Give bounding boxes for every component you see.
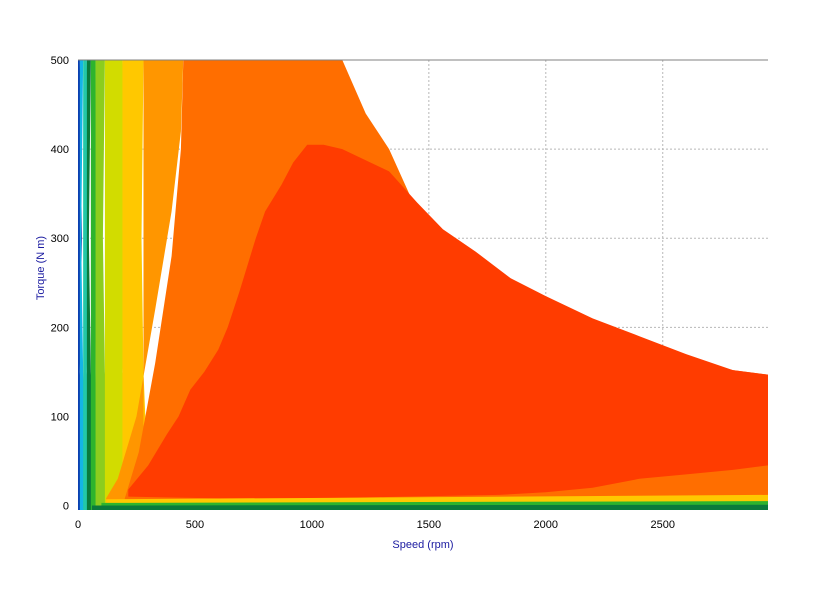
x-tick-label: 2000 (534, 519, 558, 531)
contour-band-bottom-3 (92, 504, 768, 510)
y-tick-label: 200 (51, 322, 69, 334)
contour-fills (78, 60, 768, 510)
contour-band-low-speed (90, 60, 106, 510)
y-tick-label: 0 (63, 501, 69, 513)
x-tick-label: 0 (75, 519, 81, 531)
contour-band-low-speed (104, 60, 133, 510)
y-tick-label: 500 (51, 55, 69, 67)
contour-band-low-speed (86, 60, 101, 510)
x-axis-ticks: 0 500 1000 1500 2000 2500 (75, 519, 675, 531)
x-tick-label: 1500 (417, 519, 441, 531)
y-axis-label: Torque (N m) (35, 236, 47, 300)
y-tick-label: 100 (51, 411, 69, 423)
x-tick-label: 1000 (300, 519, 324, 531)
y-tick-label: 400 (51, 144, 69, 156)
y-axis-ticks: 0 100 200 300 400 500 (51, 55, 69, 513)
contour-band-peak (128, 144, 768, 499)
contour-band-low-speed (95, 60, 115, 510)
contour-band-low-speed (122, 60, 154, 510)
x-tick-label: 2500 (651, 519, 675, 531)
contour-band-low-speed (83, 60, 97, 510)
contour-band-mid (106, 60, 184, 510)
y-tick-label: 300 (51, 233, 69, 245)
x-axis-label: Speed (rpm) (392, 539, 453, 551)
x-tick-label: 500 (186, 519, 204, 531)
